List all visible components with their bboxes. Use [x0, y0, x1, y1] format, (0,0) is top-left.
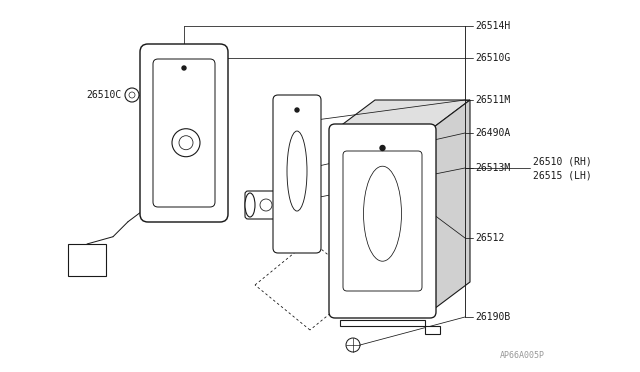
- FancyBboxPatch shape: [329, 124, 436, 318]
- Polygon shape: [430, 100, 470, 312]
- Text: 26510G: 26510G: [475, 53, 510, 63]
- Text: 26512: 26512: [475, 233, 504, 243]
- Text: 26510 (RH): 26510 (RH): [533, 156, 592, 166]
- Circle shape: [295, 108, 299, 112]
- Text: 26515 (LH): 26515 (LH): [533, 170, 592, 180]
- FancyBboxPatch shape: [140, 44, 228, 222]
- FancyBboxPatch shape: [153, 59, 215, 207]
- Circle shape: [182, 66, 186, 70]
- Circle shape: [380, 145, 385, 151]
- Text: AP66A005P: AP66A005P: [500, 350, 545, 359]
- Polygon shape: [335, 100, 470, 130]
- Text: 26511M: 26511M: [475, 95, 510, 105]
- Ellipse shape: [245, 193, 255, 217]
- FancyBboxPatch shape: [245, 191, 283, 219]
- FancyBboxPatch shape: [343, 151, 422, 291]
- Ellipse shape: [364, 166, 401, 261]
- Text: 26513M: 26513M: [475, 163, 510, 173]
- Polygon shape: [340, 320, 440, 334]
- Text: 26514H: 26514H: [475, 21, 510, 31]
- Text: 26510C: 26510C: [87, 90, 122, 100]
- Bar: [68, 244, 106, 276]
- FancyBboxPatch shape: [273, 95, 321, 253]
- Text: 26190B: 26190B: [475, 312, 510, 322]
- Text: 26490A: 26490A: [475, 128, 510, 138]
- Ellipse shape: [287, 131, 307, 211]
